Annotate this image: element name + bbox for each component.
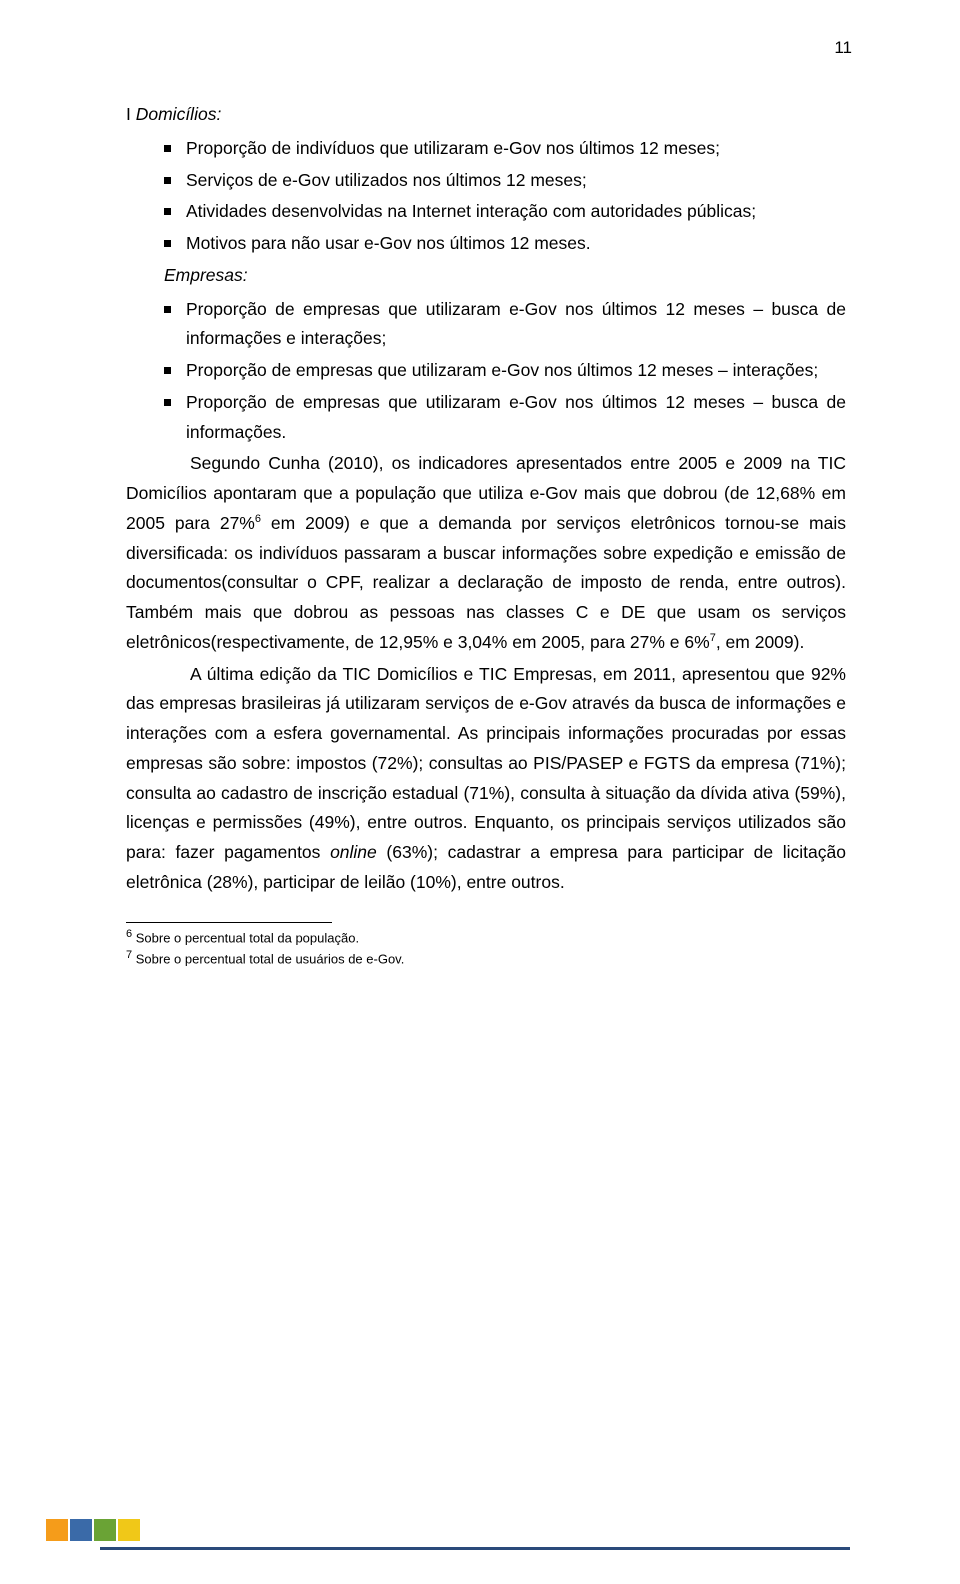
- list-item: Serviços de e-Gov utilizados nos últimos…: [164, 166, 846, 196]
- para2-a: A última edição da TIC Domicílios e TIC …: [126, 664, 846, 863]
- square-icon: [46, 1519, 68, 1541]
- domicilios-list: Proporção de indivíduos que utilizaram e…: [126, 134, 846, 259]
- list-item: Proporção de indivíduos que utilizaram e…: [164, 134, 846, 164]
- square-icon: [94, 1519, 116, 1541]
- footer-line: [100, 1547, 850, 1550]
- square-icon: [118, 1519, 140, 1541]
- heading-italic: Domicílios:: [136, 104, 222, 124]
- footnote-7-text: Sobre o percentual total de usuários de …: [132, 951, 404, 966]
- list-item: Proporção de empresas que utilizaram e-G…: [164, 295, 846, 355]
- footnote-6: 6 Sobre o percentual total da população.: [126, 927, 846, 947]
- footnotes: 6 Sobre o percentual total da população.…: [126, 927, 846, 968]
- list-item: Atividades desenvolvidas na Internet int…: [164, 197, 846, 227]
- paragraph-1: Segundo Cunha (2010), os indicadores apr…: [126, 449, 846, 657]
- footer-decoration: [42, 1519, 960, 1550]
- paragraph-2: A última edição da TIC Domicílios e TIC …: [126, 660, 846, 898]
- empresas-list: Proporção de empresas que utilizaram e-G…: [126, 295, 846, 448]
- empresas-heading: Empresas:: [126, 261, 846, 291]
- section-heading: I Domicílios:: [126, 100, 846, 130]
- footnote-separator: [126, 922, 332, 923]
- list-item: Proporção de empresas que utilizaram e-G…: [164, 388, 846, 448]
- page-number: 11: [834, 38, 852, 58]
- document-content: I Domicílios: Proporção de indivíduos qu…: [126, 100, 846, 969]
- footnote-6-text: Sobre o percentual total da população.: [132, 930, 359, 945]
- list-item: Proporção de empresas que utilizaram e-G…: [164, 356, 846, 386]
- para1-c: , em 2009).: [716, 632, 805, 652]
- heading-prefix: I: [126, 104, 136, 124]
- square-icon: [70, 1519, 92, 1541]
- body-text: Segundo Cunha (2010), os indicadores apr…: [126, 449, 846, 897]
- para2-italic: online: [330, 842, 377, 862]
- list-item: Motivos para não usar e-Gov nos últimos …: [164, 229, 846, 259]
- footer-squares: [42, 1519, 960, 1541]
- footnote-7: 7 Sobre o percentual total de usuários d…: [126, 948, 846, 968]
